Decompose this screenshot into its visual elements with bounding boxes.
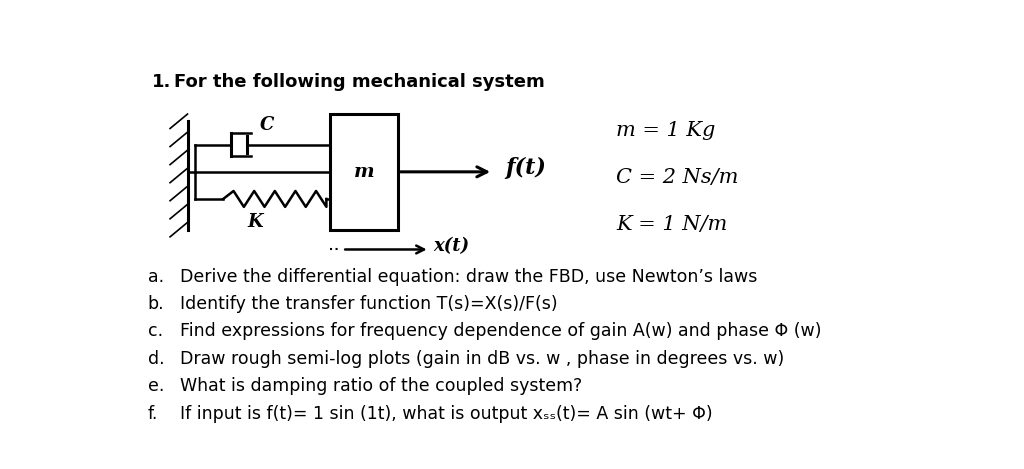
Text: Derive the differential equation: draw the FBD, use Newton’s laws: Derive the differential equation: draw t… [179, 267, 757, 286]
Bar [331, 114, 398, 230]
Text: C: C [260, 116, 274, 134]
Text: f(t): f(t) [505, 157, 546, 179]
Text: 1.: 1. [152, 73, 171, 91]
Text: Draw rough semi-log plots (gain in dB vs. w , phase in degrees vs. w): Draw rough semi-log plots (gain in dB vs… [179, 350, 783, 368]
Text: K: K [247, 213, 263, 231]
Text: K = 1 N/m: K = 1 N/m [616, 215, 727, 234]
Text: Find expressions for frequency dependence of gain A(w) and phase Φ (w): Find expressions for frequency dependenc… [179, 322, 821, 340]
Text: If input is f(t)= 1 sin (1t), what is output xₛₛ(t)= A sin (wt+ Φ): If input is f(t)= 1 sin (1t), what is ou… [179, 405, 713, 423]
Text: a.: a. [147, 267, 164, 286]
Text: b.: b. [147, 295, 165, 313]
Text: For the following mechanical system: For the following mechanical system [174, 73, 545, 91]
Text: What is damping ratio of the coupled system?: What is damping ratio of the coupled sys… [179, 378, 582, 395]
Text: m: m [353, 163, 375, 181]
Text: C = 2 Ns/m: C = 2 Ns/m [616, 168, 738, 187]
Text: x(t): x(t) [433, 237, 470, 255]
Text: d.: d. [147, 350, 165, 368]
Text: f.: f. [147, 405, 159, 423]
Text: e.: e. [147, 378, 164, 395]
Text: Identify the transfer function T(s)=X(s)/F(s): Identify the transfer function T(s)=X(s)… [179, 295, 557, 313]
Text: m = 1 Kg: m = 1 Kg [616, 121, 716, 140]
Text: c.: c. [147, 322, 163, 340]
